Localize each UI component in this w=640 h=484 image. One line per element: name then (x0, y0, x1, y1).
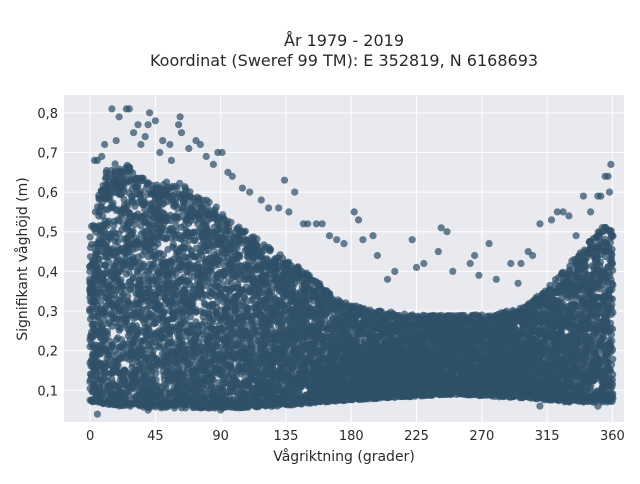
data-point (152, 370, 159, 377)
data-point (130, 228, 137, 235)
data-point (253, 235, 260, 242)
data-point (267, 246, 274, 253)
data-point (236, 252, 243, 259)
data-point (124, 293, 131, 300)
data-point (213, 204, 220, 211)
data-point (227, 219, 234, 226)
data-point (161, 308, 168, 315)
data-point (95, 255, 102, 262)
data-point (117, 276, 124, 283)
data-point (242, 228, 249, 235)
data-point (87, 233, 94, 240)
data-point (206, 199, 213, 206)
data-point (154, 240, 161, 247)
data-point (152, 376, 159, 383)
data-point (140, 261, 147, 268)
